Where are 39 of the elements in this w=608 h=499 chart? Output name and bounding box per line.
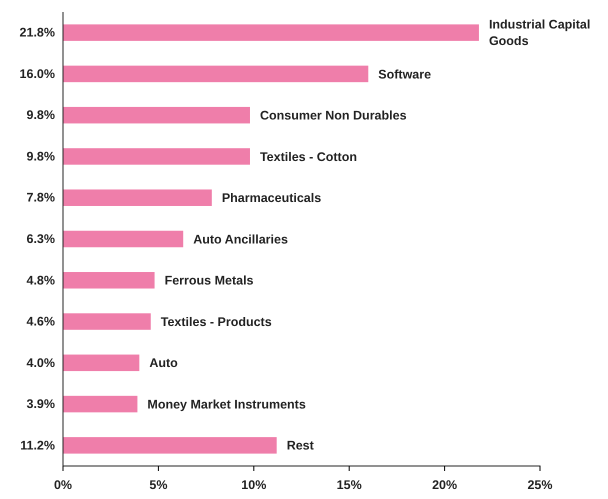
x-tick-label: 20% (432, 478, 458, 492)
x-tick-label: 25% (527, 478, 553, 492)
bar (63, 230, 184, 248)
x-tick-label: 5% (149, 478, 168, 492)
y-tick-label: Money Market Instruments (147, 397, 306, 412)
data-label: 21.8% (20, 26, 55, 40)
x-tick-label: 10% (241, 478, 266, 492)
y-tick-label: Rest (286, 438, 315, 453)
data-label: 16.0% (20, 66, 55, 81)
y-tick-label: Auto (149, 356, 178, 370)
bar (63, 24, 479, 41)
data-label: 3.9% (26, 397, 55, 412)
bar (63, 396, 138, 412)
x-tick-label: 15% (336, 478, 362, 492)
data-label: 4.0% (26, 356, 55, 370)
y-tick-label: Consumer Non Durables (260, 108, 407, 123)
y-tick-label: Textiles - Products (160, 314, 272, 329)
data-label: 9.8% (26, 108, 55, 122)
bar (63, 354, 140, 372)
bar (63, 189, 212, 206)
bar (63, 313, 151, 330)
y-tick-label: Auto Ancillaries (193, 232, 288, 246)
data-label: 4.6% (26, 314, 55, 329)
y-tick-label: Pharmaceuticals (222, 191, 322, 206)
bar (63, 106, 250, 124)
data-label: 9.8% (26, 149, 55, 164)
data-label: 11.2% (20, 438, 55, 452)
bar (63, 437, 277, 454)
x-tick-label: 0% (54, 478, 72, 492)
bar (63, 66, 368, 82)
data-label: 6.3% (26, 232, 55, 246)
y-tick-label: Textiles - Cotton (260, 150, 357, 164)
bar (63, 148, 250, 165)
y-tick-label: Software (378, 67, 432, 82)
y-tick-label: Industrial Capital Goods (488, 18, 590, 48)
bar (63, 272, 155, 289)
y-tick-label: Ferrous Metals (164, 274, 254, 288)
data-label: 7.8% (26, 190, 55, 205)
data-label: 4.8% (26, 273, 55, 288)
